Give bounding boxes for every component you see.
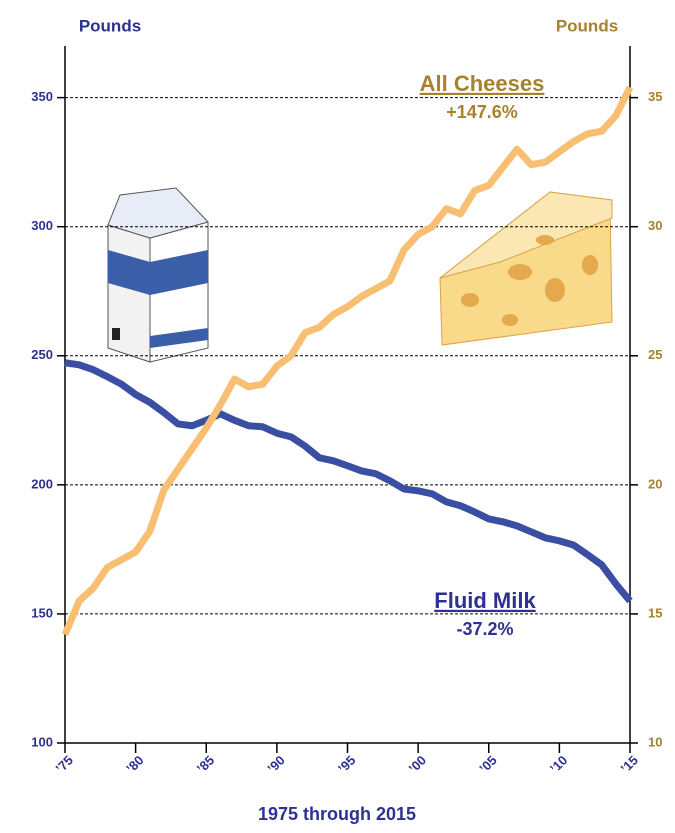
y-tick-label: 150 — [31, 605, 53, 620]
change-label: +147.6% — [446, 102, 518, 122]
y2-tick-label: 20 — [648, 476, 662, 491]
x-tick-label: ’85 — [194, 753, 217, 776]
y-tick-label: 350 — [31, 89, 53, 104]
series-label: All Cheeses — [420, 71, 545, 96]
cheese-illustration — [440, 192, 612, 345]
y2-tick-label: 35 — [648, 89, 662, 104]
x-tick-label: ’00 — [406, 753, 429, 776]
y2-tick-label: 10 — [648, 734, 662, 749]
chart: Pounds Pounds 1975 through 2015 100 150 20… — [0, 0, 675, 833]
y-tick-label: 100 — [31, 734, 53, 749]
x-tick-label: ’10 — [547, 753, 570, 776]
x-tick-label: ’95 — [335, 753, 358, 776]
data-line — [65, 363, 630, 601]
y2-tick-label: 25 — [648, 347, 662, 362]
y2-tick-label: 30 — [648, 218, 662, 233]
x-tick-label: ’05 — [476, 753, 499, 776]
x-tick-label: ’80 — [123, 753, 146, 776]
page: {"chart_data": { "type": "line", "y_labe… — [0, 0, 675, 833]
y2-axis-label: Pounds — [556, 16, 618, 35]
x-tick-label: ’90 — [264, 753, 287, 776]
x-axis-title: 1975 through 2015 — [258, 804, 416, 824]
y-tick-label: 200 — [31, 476, 53, 491]
series-label: Fluid Milk — [434, 588, 536, 613]
x-tick-label: ’75 — [53, 753, 76, 776]
x-tick-label: ’15 — [618, 753, 641, 776]
milk-carton-illustration — [108, 188, 208, 362]
y-tick-label: 300 — [31, 218, 53, 233]
y-tick-label: 250 — [31, 347, 53, 362]
y-axis-label: Pounds — [79, 16, 141, 35]
change-label: -37.2% — [456, 619, 513, 639]
y2-tick-label: 15 — [648, 605, 662, 620]
